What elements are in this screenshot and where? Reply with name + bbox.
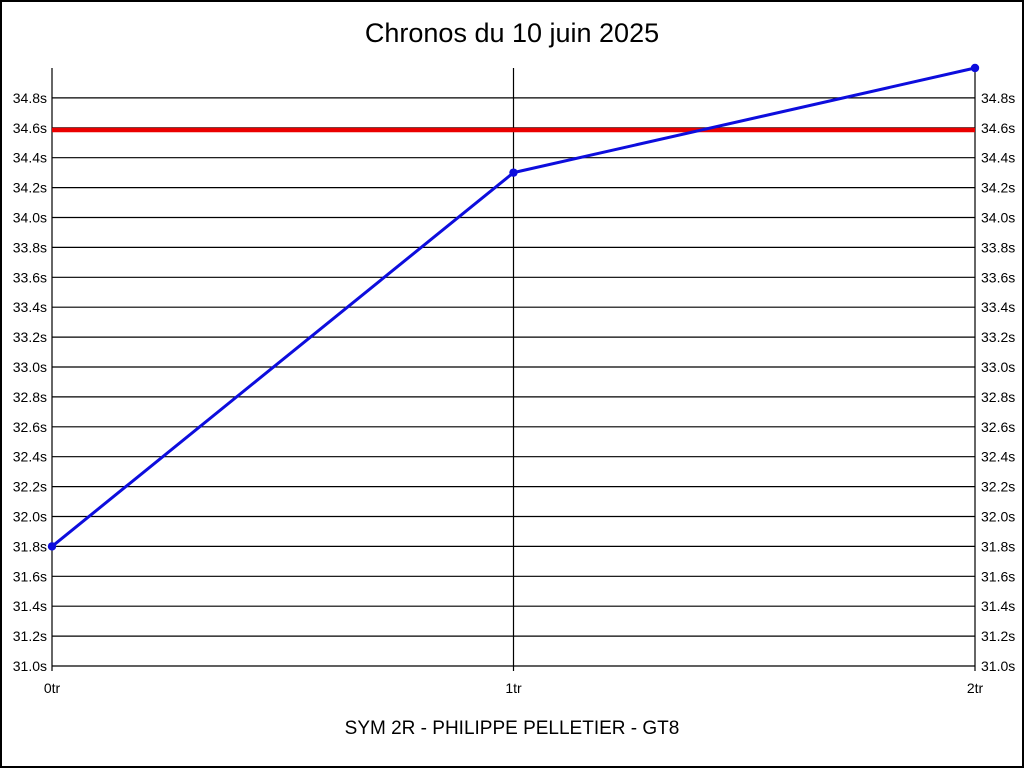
y-tick-label-right: 34.0s — [981, 210, 1015, 226]
data-point-marker — [509, 168, 518, 177]
y-tick-label-left: 34.4s — [13, 150, 47, 166]
y-tick-label-right: 34.4s — [981, 150, 1015, 166]
y-tick-label-left: 34.6s — [13, 120, 47, 136]
y-tick-label-right: 32.6s — [981, 419, 1015, 435]
data-point-marker — [47, 542, 57, 551]
y-tick-label-right: 32.8s — [981, 389, 1015, 405]
y-tick-label-right: 32.0s — [981, 509, 1015, 525]
y-tick-label-left: 32.4s — [13, 449, 47, 465]
y-tick-label-left: 33.0s — [13, 359, 47, 375]
y-tick-label-left: 33.2s — [13, 329, 47, 345]
y-tick-label-left: 32.2s — [13, 479, 47, 495]
y-tick-label-left: 31.2s — [13, 628, 47, 644]
y-tick-label-right: 33.2s — [981, 329, 1015, 345]
y-tick-label-right: 31.0s — [981, 658, 1015, 674]
y-tick-label-right: 32.2s — [981, 479, 1015, 495]
y-tick-label-right: 32.4s — [981, 449, 1015, 465]
y-tick-label-right: 31.6s — [981, 568, 1015, 584]
y-tick-label-right: 33.4s — [981, 299, 1015, 315]
y-tick-label-left: 32.8s — [13, 389, 47, 405]
y-tick-label-right: 31.2s — [981, 628, 1015, 644]
y-tick-label-left: 33.8s — [13, 239, 47, 255]
y-tick-label-right: 34.6s — [981, 120, 1015, 136]
chart-caption: SYM 2R - PHILIPPE PELLETIER - GT8 — [344, 718, 680, 739]
y-tick-label-right: 33.8s — [981, 239, 1015, 255]
y-tick-label-left: 34.2s — [13, 180, 47, 196]
y-tick-label-right: 34.2s — [981, 180, 1015, 196]
x-tick-label: 1tr — [505, 680, 522, 696]
chart-title: Chronos du 10 juin 2025 — [364, 18, 660, 48]
y-tick-label-left: 33.6s — [13, 269, 47, 285]
x-tick-label: 0tr — [44, 680, 61, 696]
x-tick-label: 2tr — [967, 680, 984, 696]
y-tick-label-left: 32.6s — [13, 419, 47, 435]
y-tick-label-left: 34.0s — [13, 210, 47, 226]
y-tick-label-right: 31.8s — [981, 538, 1015, 554]
y-tick-label-right: 33.6s — [981, 269, 1015, 285]
y-tick-label-right: 34.8s — [981, 90, 1015, 106]
y-tick-label-left: 31.8s — [13, 538, 47, 554]
y-tick-label-left: 34.8s — [13, 90, 47, 106]
y-tick-label-left: 31.6s — [13, 568, 47, 584]
y-tick-label-right: 31.4s — [981, 598, 1015, 614]
y-tick-label-left: 31.4s — [13, 598, 47, 614]
y-tick-label-left: 32.0s — [13, 509, 47, 525]
data-point-marker — [970, 63, 980, 73]
y-tick-label-right: 33.0s — [981, 359, 1015, 375]
y-tick-label-left: 33.4s — [13, 299, 47, 315]
y-tick-label-left: 31.0s — [13, 658, 47, 674]
